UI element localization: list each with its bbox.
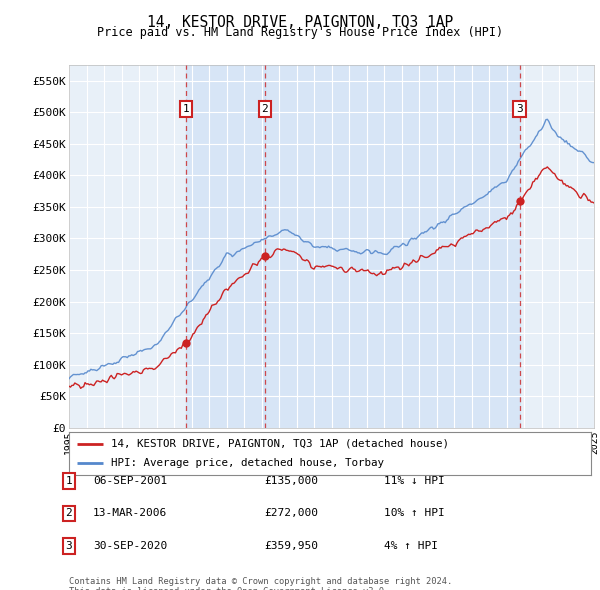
Text: 14, KESTOR DRIVE, PAIGNTON, TQ3 1AP (detached house): 14, KESTOR DRIVE, PAIGNTON, TQ3 1AP (det… <box>111 439 449 449</box>
Text: £135,000: £135,000 <box>264 476 318 486</box>
Text: HPI: Average price, detached house, Torbay: HPI: Average price, detached house, Torb… <box>111 458 384 468</box>
Text: 1: 1 <box>182 104 189 114</box>
Text: 11% ↓ HPI: 11% ↓ HPI <box>384 476 445 486</box>
Text: 1: 1 <box>65 476 73 486</box>
Text: 30-SEP-2020: 30-SEP-2020 <box>93 541 167 550</box>
Text: 3: 3 <box>516 104 523 114</box>
Text: Contains HM Land Registry data © Crown copyright and database right 2024.
This d: Contains HM Land Registry data © Crown c… <box>69 577 452 590</box>
Text: Price paid vs. HM Land Registry's House Price Index (HPI): Price paid vs. HM Land Registry's House … <box>97 26 503 39</box>
Text: 2: 2 <box>262 104 268 114</box>
Bar <box>265 65 520 428</box>
Text: 4% ↑ HPI: 4% ↑ HPI <box>384 541 438 550</box>
Text: 14, KESTOR DRIVE, PAIGNTON, TQ3 1AP: 14, KESTOR DRIVE, PAIGNTON, TQ3 1AP <box>147 15 453 30</box>
Text: 10% ↑ HPI: 10% ↑ HPI <box>384 509 445 518</box>
Text: 3: 3 <box>65 541 73 550</box>
Text: 13-MAR-2006: 13-MAR-2006 <box>93 509 167 518</box>
Text: 2: 2 <box>65 509 73 518</box>
Text: £359,950: £359,950 <box>264 541 318 550</box>
Text: 06-SEP-2001: 06-SEP-2001 <box>93 476 167 486</box>
Text: £272,000: £272,000 <box>264 509 318 518</box>
Bar <box>186 65 265 428</box>
